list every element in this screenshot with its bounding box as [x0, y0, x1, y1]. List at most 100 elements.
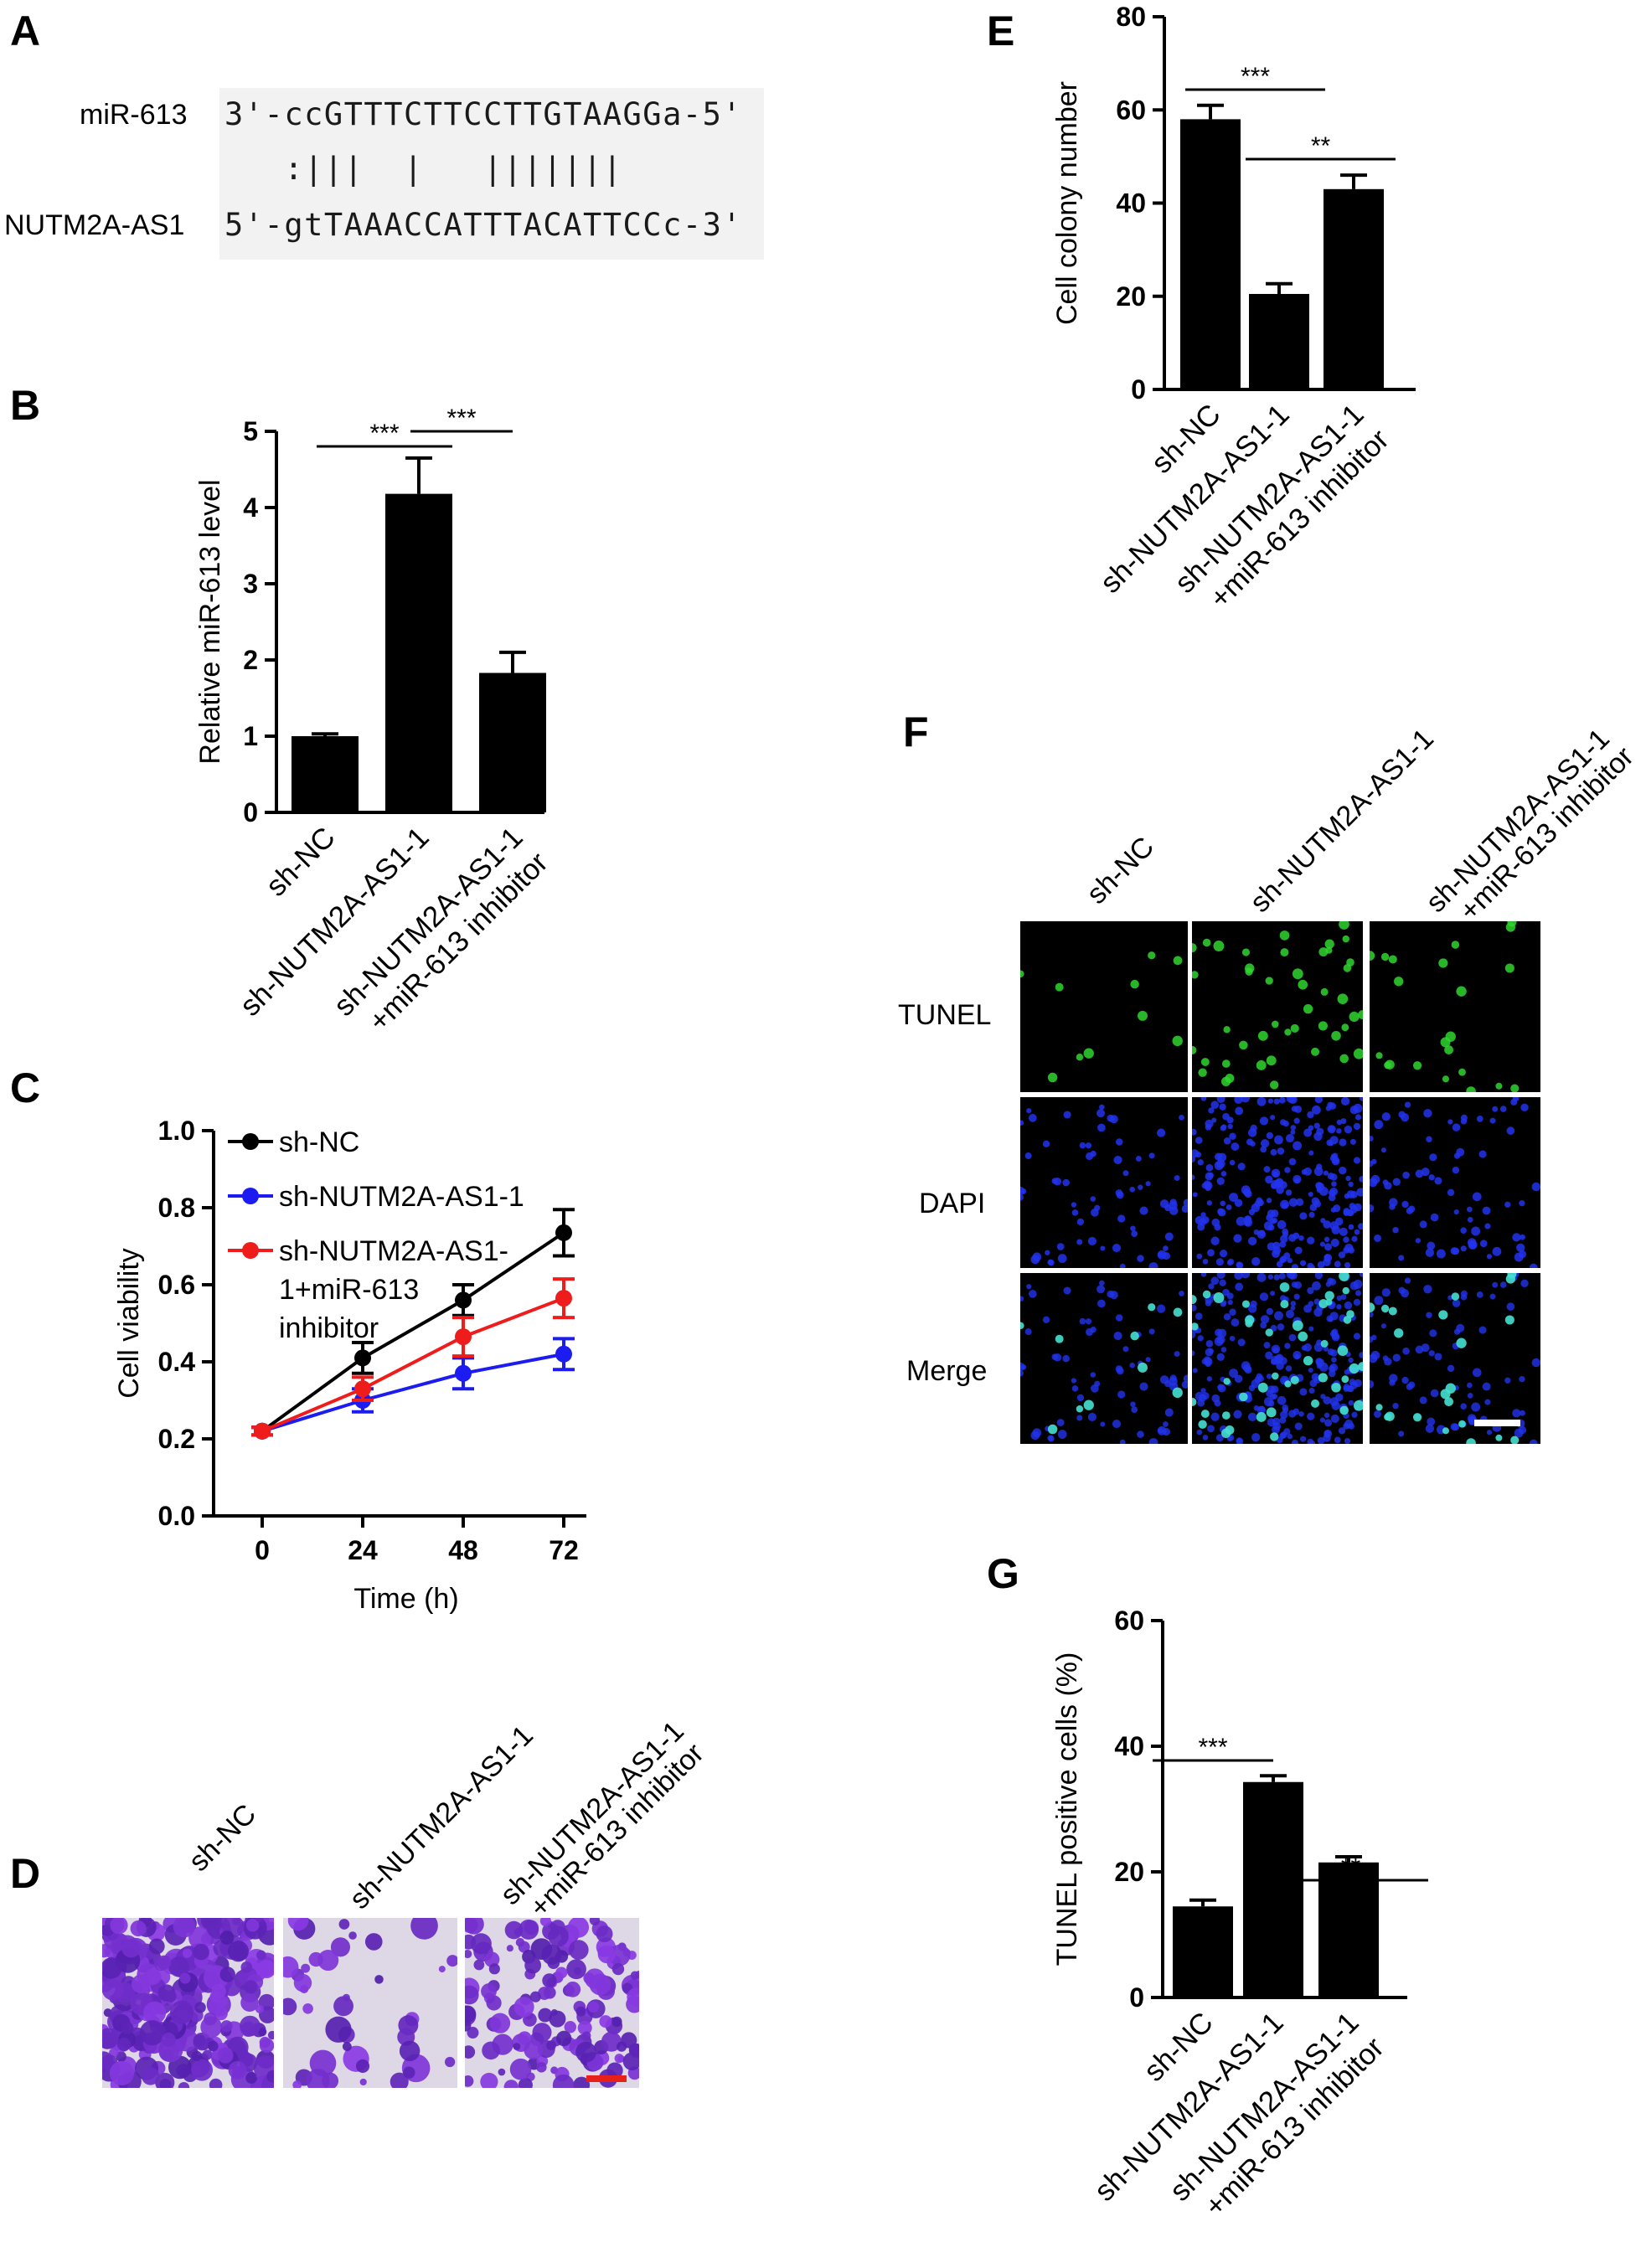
- nucleus: [1312, 1105, 1321, 1115]
- nucleus: [1348, 1399, 1354, 1406]
- nucleus: [1520, 1234, 1525, 1240]
- nucleus: [1392, 1178, 1401, 1186]
- nucleus: [1282, 1231, 1289, 1238]
- nucleus: [1316, 1127, 1324, 1136]
- colony: [627, 1987, 639, 2007]
- nucleus: [1337, 1345, 1349, 1357]
- colony: [517, 2031, 532, 2045]
- bar: [1249, 293, 1309, 389]
- nucleus: [1272, 1372, 1279, 1380]
- colony: [102, 1978, 124, 2001]
- colony: [193, 1943, 209, 1961]
- nucleus: [1097, 1123, 1106, 1132]
- nucleus: [1392, 1353, 1401, 1362]
- nucleus: [1334, 1217, 1344, 1226]
- nucleus: [1076, 1405, 1084, 1413]
- nucleus: [1278, 1097, 1286, 1104]
- nucleus: [1217, 1384, 1225, 1391]
- nucleus: [1343, 1385, 1350, 1392]
- nucleus: [1220, 1125, 1226, 1131]
- series-line: [261, 1231, 565, 1433]
- nucleus: [1145, 1357, 1151, 1363]
- nucleus: [1063, 1111, 1071, 1119]
- nucleus: [1251, 1379, 1261, 1389]
- nucleus: [1267, 1274, 1274, 1280]
- nucleus: [1323, 1170, 1329, 1176]
- colony: [256, 1950, 266, 1961]
- nucleus: [1164, 1232, 1174, 1241]
- data-point: [455, 1328, 472, 1346]
- nucleus: [1063, 1286, 1071, 1295]
- colony: [465, 2045, 476, 2059]
- nucleus: [1183, 1374, 1188, 1384]
- nucleus: [1290, 1375, 1299, 1385]
- nucleus: [1290, 1023, 1299, 1033]
- nucleus: [1256, 1197, 1263, 1204]
- nucleus: [1438, 958, 1448, 968]
- colony: [486, 1995, 502, 2011]
- nucleus: [1042, 1316, 1050, 1324]
- nucleus: [1309, 1441, 1316, 1444]
- colony: [148, 1938, 165, 1955]
- nucleus: [1267, 1098, 1274, 1104]
- nucleus: [1119, 1439, 1126, 1444]
- colony: [390, 2072, 409, 2088]
- nucleus: [1371, 1158, 1377, 1165]
- nucleus: [1351, 1411, 1358, 1418]
- colony: [283, 1956, 299, 1978]
- nucleus: [1164, 1204, 1172, 1212]
- colony: [484, 1951, 500, 1967]
- nucleus: [1340, 1294, 1347, 1301]
- nucleus: [1087, 1412, 1096, 1422]
- nucleus: [1047, 1424, 1058, 1435]
- nucleus: [1181, 1204, 1188, 1213]
- mir-613-sequence: 3'-ccGTTTCTTCCTTGTAAGGa-5': [224, 96, 743, 132]
- nucleus: [1370, 1174, 1380, 1184]
- nucleus: [1309, 1379, 1318, 1387]
- y-tick-label: 80: [1116, 2, 1146, 32]
- colony: [589, 1973, 611, 1996]
- nucleus: [1354, 1229, 1360, 1235]
- data-point: [555, 1290, 572, 1307]
- nucleus: [1331, 1030, 1341, 1041]
- nutm2a-as1-sequence: 5'-gtTAAACCATTTACATTCCc-3': [224, 207, 743, 243]
- nucleus: [1256, 1273, 1267, 1282]
- nucleus: [1219, 1279, 1226, 1286]
- y-axis-label: TUNEL positive cells (%): [1051, 1652, 1083, 1966]
- colony: [156, 2025, 166, 2035]
- colony: [465, 2005, 477, 2023]
- nucleus: [1148, 1328, 1155, 1335]
- colony: [465, 1950, 472, 1959]
- data-point: [555, 1345, 572, 1363]
- nucleus: [1195, 1137, 1203, 1144]
- nucleus: [1200, 1058, 1210, 1066]
- nucleus: [1207, 1249, 1215, 1257]
- colony: [287, 1918, 309, 1931]
- colony: [410, 1918, 438, 1940]
- nucleus: [1169, 1206, 1179, 1215]
- colony: [467, 2027, 479, 2039]
- nucleus: [1384, 1413, 1391, 1421]
- nucleus: [1139, 1206, 1148, 1215]
- colony: [194, 2002, 206, 2013]
- significance-label: **: [1341, 1853, 1361, 1881]
- nucleus: [1138, 1362, 1148, 1373]
- nucleus: [1374, 1296, 1384, 1306]
- nucleus: [1401, 1200, 1409, 1209]
- nucleus: [1223, 1378, 1231, 1385]
- panel-label-d: D: [10, 1850, 41, 1897]
- colony: [575, 2006, 586, 2017]
- nucleus: [1042, 1140, 1050, 1148]
- nucleus: [1056, 1243, 1065, 1250]
- colony: [589, 1918, 601, 1925]
- nucleus: [1519, 1376, 1525, 1383]
- nucleus: [1083, 1048, 1094, 1059]
- significance-label: ***: [369, 420, 399, 447]
- colony: [515, 1937, 525, 1947]
- nucleus: [1319, 1241, 1326, 1247]
- colony: [481, 1983, 497, 2000]
- nucleus: [1334, 1436, 1341, 1444]
- nucleus: [1234, 1374, 1243, 1384]
- nucleus: [1202, 1434, 1209, 1441]
